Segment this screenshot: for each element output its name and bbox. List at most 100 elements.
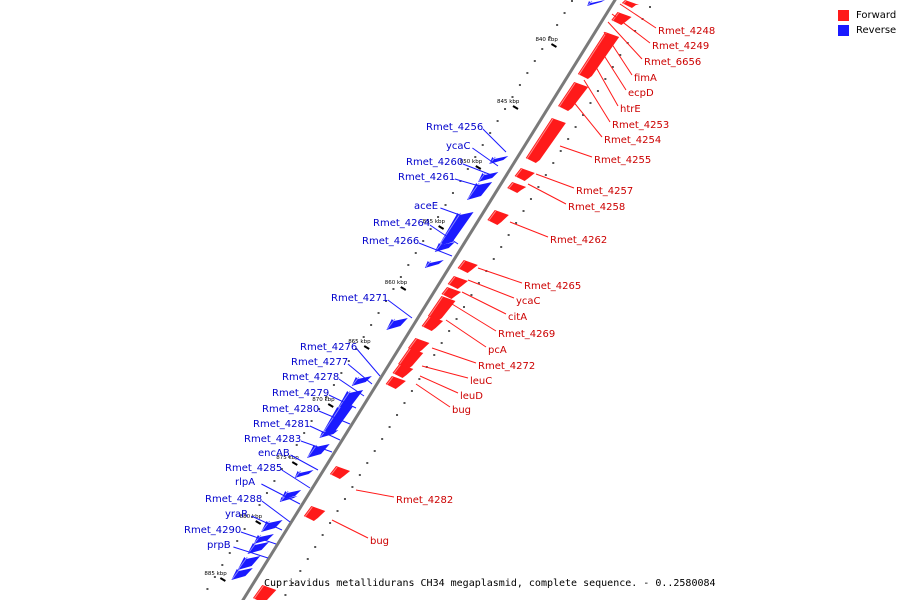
reverse-gene	[237, 556, 261, 570]
dot	[522, 210, 525, 212]
reverse-leader	[309, 425, 341, 441]
reverse-leader	[418, 242, 453, 257]
forward-leader	[415, 383, 451, 408]
reverse-gene-label: Rmet_4261	[398, 172, 455, 183]
reverse-swatch	[838, 25, 849, 36]
reverse-gene	[489, 156, 509, 164]
dot	[329, 522, 332, 524]
forward-leader	[509, 221, 549, 238]
forward-leader	[571, 99, 603, 138]
dot	[418, 378, 421, 380]
dot	[251, 516, 254, 518]
dot	[325, 396, 328, 398]
reverse-leader	[290, 454, 319, 471]
dot	[206, 588, 209, 590]
dot	[362, 336, 365, 338]
reverse-leader	[387, 299, 413, 319]
reverse-gene	[587, 0, 605, 6]
reverse-gene-highlight	[478, 172, 486, 182]
reverse-gene-label: Rmet_4256	[426, 122, 483, 133]
reverse-gene	[335, 390, 364, 412]
dot	[440, 342, 443, 344]
tick-label: 865 kbp	[348, 339, 371, 345]
dot	[529, 198, 532, 200]
dot	[370, 324, 373, 326]
forward-leader	[535, 173, 575, 189]
dot	[273, 480, 276, 482]
dot	[634, 30, 637, 32]
dot	[321, 534, 324, 536]
dot	[351, 486, 354, 488]
forward-leader	[477, 267, 523, 284]
reverse-gene-highlight	[231, 568, 241, 580]
dot	[463, 306, 465, 308]
dot	[649, 6, 651, 8]
forward-swatch	[838, 10, 849, 21]
forward-gene	[487, 210, 509, 225]
reverse-leader	[454, 178, 487, 189]
tick-mark	[219, 577, 226, 582]
dot	[466, 168, 469, 170]
dot	[548, 36, 551, 38]
dot	[544, 174, 547, 176]
dot	[291, 582, 294, 584]
forward-gene-label: Rmet_4269	[498, 329, 555, 340]
tick-label: 875 kbp	[276, 455, 299, 461]
forward-gene-label: citA	[508, 312, 527, 323]
reverse-genes	[231, 0, 605, 580]
reverse-leader	[261, 483, 301, 505]
dot	[236, 540, 239, 542]
forward-gene-label: Rmet_4265	[524, 281, 581, 292]
dot	[392, 288, 395, 290]
dot	[496, 120, 499, 122]
forward-gene-highlight	[408, 338, 417, 350]
reverse-gene	[386, 318, 408, 330]
reverse-leader	[338, 378, 365, 397]
forward-leader	[461, 291, 507, 315]
forward-gene-label: leuD	[460, 391, 483, 402]
forward-gene	[558, 82, 589, 111]
tick-label: 840 kbp	[535, 37, 558, 43]
dot	[563, 12, 566, 14]
reverse-gene-label: Rmet_4276	[300, 342, 357, 353]
dot	[407, 264, 410, 266]
reverse-gene-label: Rmet_4264	[373, 218, 430, 229]
dot	[429, 228, 432, 230]
tick-label: 870 kbp	[312, 397, 335, 403]
dot	[399, 276, 402, 278]
reverse-leader	[472, 147, 499, 167]
sequence-caption: Cupriavidus metallidurans CH34 megaplasm…	[264, 578, 716, 589]
forward-gene-highlight	[393, 364, 401, 375]
forward-leader	[611, 13, 651, 44]
forward-gene-label: Rmet_4258	[568, 202, 625, 213]
forward-gene-label: Rmet_4249	[652, 41, 709, 52]
forward-gene-label: Rmet_4255	[594, 155, 651, 166]
forward-leader	[603, 31, 633, 76]
tick-mark	[512, 105, 519, 110]
reverse-leader	[440, 207, 469, 219]
reverse-gene	[319, 430, 339, 438]
forward-leader	[597, 45, 627, 91]
reverse-gene-label: encAB	[258, 448, 290, 459]
reverse-leader	[482, 128, 507, 153]
tick-label: 885 kbp	[204, 571, 227, 577]
reverse-gene	[424, 260, 444, 268]
dot	[318, 408, 321, 410]
forward-gene	[398, 348, 424, 369]
forward-gene-label: Rmet_4254	[604, 135, 661, 146]
reverse-leader	[233, 546, 269, 559]
reverse-gene-highlight	[425, 260, 432, 268]
reverse-gene-highlight	[295, 470, 301, 478]
dot	[295, 444, 298, 446]
dot	[280, 468, 283, 470]
reverse-leader	[462, 163, 495, 177]
forward-gene-highlight	[507, 182, 514, 190]
reverse-gene-label: aceE	[414, 201, 438, 212]
reverse-gene	[307, 444, 330, 458]
reverse-gene-label: prpB	[207, 540, 231, 551]
reverse-leader	[300, 440, 333, 453]
dot	[526, 72, 529, 74]
forward-gene-label: Rmet_4282	[396, 495, 453, 506]
dot	[511, 96, 514, 98]
position-dots	[206, 0, 651, 596]
